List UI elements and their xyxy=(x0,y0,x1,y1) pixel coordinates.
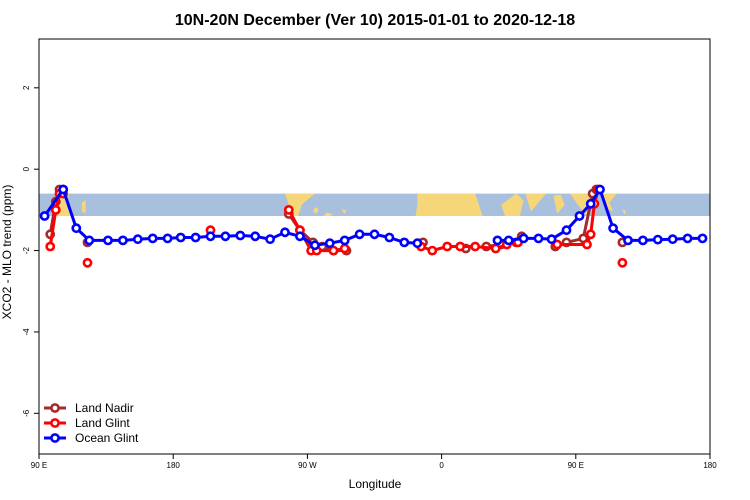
data-point-ocean-glint xyxy=(309,240,320,251)
data-point-ocean-glint xyxy=(162,233,173,244)
data-point-ocean-glint xyxy=(324,238,335,249)
data-point-ocean-glint xyxy=(205,231,216,242)
data-point-ocean-glint xyxy=(384,232,395,243)
data-point-ocean-glint xyxy=(339,235,350,246)
data-point-land-glint xyxy=(45,241,56,252)
map-band-land xyxy=(313,207,319,214)
data-point-ocean-glint xyxy=(103,235,113,246)
data-point-ocean-glint xyxy=(58,184,69,195)
y-tick-label: -6 xyxy=(22,409,31,417)
data-point-ocean-glint xyxy=(294,231,305,242)
map-band-land xyxy=(501,193,524,216)
legend-item-land-nadir: Land Nadir xyxy=(44,401,134,415)
plot-frame xyxy=(38,38,711,455)
x-tick-label: 90 E xyxy=(31,461,47,470)
data-point-land-glint xyxy=(582,239,592,250)
map-band-land xyxy=(525,193,546,212)
data-point-ocean-glint xyxy=(574,211,585,221)
data-point-land-glint xyxy=(82,257,93,268)
map-band-land xyxy=(81,200,86,214)
data-point-ocean-glint xyxy=(608,223,618,234)
data-point-ocean-glint xyxy=(175,232,186,243)
x-axis: 90 E 180 90 W 0 90 E 180 xyxy=(31,454,717,470)
data-point-ocean-glint xyxy=(561,225,572,236)
x-tick-label: 180 xyxy=(167,461,181,470)
data-point-ocean-glint xyxy=(503,235,514,246)
data-point-ocean-glint xyxy=(595,184,605,195)
data-point-land-glint xyxy=(470,241,481,252)
x-tick-label: 90 E xyxy=(568,461,584,470)
data-point-land-glint xyxy=(617,257,628,268)
data-point-ocean-glint xyxy=(39,211,50,221)
y-axis-label: XCO2 - MLO trend (ppm) xyxy=(0,185,14,320)
data-point-ocean-glint xyxy=(546,234,557,245)
data-point-land-glint xyxy=(339,243,350,254)
data-point-ocean-glint xyxy=(118,235,128,246)
y-axis: 2 0 -2 -4 -6 xyxy=(22,85,39,417)
legend-swatch-marker xyxy=(50,433,60,443)
data-point-ocean-glint xyxy=(518,233,529,244)
data-point-ocean-glint xyxy=(71,223,82,234)
legend-item-land-glint: Land Glint xyxy=(44,416,130,430)
y-tick-label: -2 xyxy=(22,246,31,254)
legend-swatch-marker xyxy=(50,418,60,428)
data-point-land-glint xyxy=(442,241,453,252)
data-point-ocean-glint xyxy=(190,232,201,243)
data-point-land-glint xyxy=(585,229,596,240)
data-point-land-glint xyxy=(283,204,294,215)
data-point-land-glint xyxy=(328,245,339,256)
data-point-ocean-glint xyxy=(250,231,261,242)
map-band-land xyxy=(622,209,627,215)
legend-swatch-marker xyxy=(50,403,60,413)
map-band-land xyxy=(324,212,334,216)
data-point-ocean-glint xyxy=(638,235,648,246)
y-tick-label: 2 xyxy=(22,85,31,90)
map-band-land xyxy=(415,193,483,216)
data-point-land-glint xyxy=(552,239,563,250)
data-point-land-glint xyxy=(490,243,501,254)
map-band-ocean xyxy=(39,193,710,216)
data-point-ocean-glint xyxy=(147,233,158,244)
map-band-land xyxy=(340,209,347,214)
data-point-ocean-glint xyxy=(84,235,95,246)
data-point-land-glint xyxy=(50,204,61,215)
data-point-ocean-glint xyxy=(585,198,596,209)
legend-label: Ocean Glint xyxy=(75,431,139,445)
data-point-ocean-glint xyxy=(265,234,275,245)
x-tick-label: 90 W xyxy=(298,461,317,470)
legend-label: Land Glint xyxy=(75,416,130,430)
data-point-ocean-glint xyxy=(369,229,380,240)
data-point-ocean-glint xyxy=(652,234,663,245)
y-tick-label: -4 xyxy=(22,328,31,336)
data-point-land-glint xyxy=(455,241,466,252)
map-band-land xyxy=(553,194,565,214)
data-point-land-glint xyxy=(427,245,438,256)
data-point-ocean-glint xyxy=(492,235,503,246)
chart-title: 10N-20N December (Ver 10) 2015-01-01 to … xyxy=(175,12,575,29)
data-point-ocean-glint xyxy=(220,231,231,242)
data-point-ocean-glint xyxy=(399,237,410,248)
data-point-ocean-glint xyxy=(533,233,544,244)
x-tick-label: 180 xyxy=(703,461,717,470)
data-point-ocean-glint xyxy=(412,238,423,249)
data-point-ocean-glint xyxy=(623,235,633,246)
x-tick-label: 0 xyxy=(439,461,444,470)
data-point-ocean-glint xyxy=(280,227,290,238)
series-ocean-glint xyxy=(39,184,708,251)
data-point-ocean-glint xyxy=(354,229,365,240)
x-axis-label: Longitude xyxy=(349,477,402,491)
y-tick-label: 0 xyxy=(22,166,31,171)
data-point-ocean-glint xyxy=(132,234,143,245)
legend-label: Land Nadir xyxy=(75,401,134,415)
data-point-ocean-glint xyxy=(667,234,678,245)
legend-item-ocean-glint: Ocean Glint xyxy=(44,431,139,445)
data-point-ocean-glint xyxy=(682,233,693,244)
data-point-ocean-glint xyxy=(697,233,708,244)
series-layer xyxy=(39,184,708,268)
series-line-ocean-glint xyxy=(497,188,703,242)
data-point-ocean-glint xyxy=(235,230,246,241)
